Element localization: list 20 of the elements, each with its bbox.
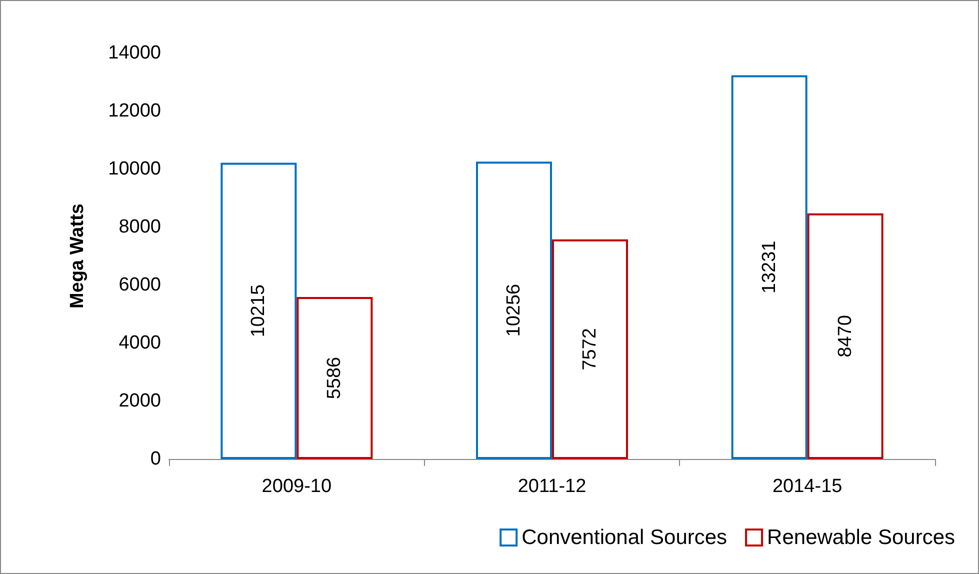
x-tick-label: 2011-12: [518, 476, 586, 497]
y-axis-title: Mega Watts: [67, 204, 88, 308]
x-tick-label: 2014-15: [772, 476, 842, 497]
y-tick-label: 6000: [118, 274, 161, 296]
x-tick-label: 2009-10: [262, 476, 332, 497]
data-label: 13231: [758, 240, 780, 294]
data-label: 5586: [324, 356, 346, 400]
y-tick-label: 8000: [118, 216, 161, 238]
data-label: 7572: [580, 328, 600, 370]
y-tick-label: 4000: [118, 332, 161, 354]
data-label: 10215: [248, 284, 270, 338]
y-tick-label: 12000: [108, 100, 161, 122]
legend-label: Renewable Sources: [767, 526, 956, 549]
y-tick-label: 0: [150, 448, 161, 470]
data-label: 8470: [834, 315, 856, 358]
data-label: 10256: [504, 284, 524, 337]
y-tick-label: 14000: [108, 42, 161, 64]
y-tick-label: 2000: [118, 390, 161, 412]
legend-label: Conventional Sources: [522, 526, 728, 549]
y-tick-label: 10000: [108, 158, 161, 180]
